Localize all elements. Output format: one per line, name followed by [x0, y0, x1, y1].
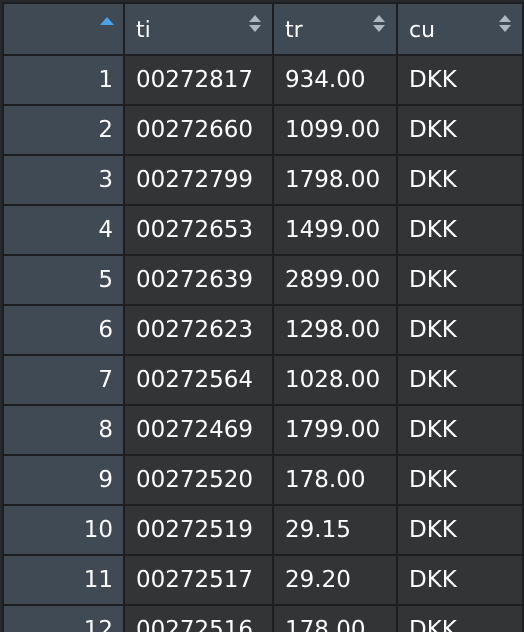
row-index-cell[interactable]: 3: [2, 154, 125, 206]
sort-updown-icon[interactable]: [373, 15, 385, 33]
ti-cell[interactable]: 00272660: [123, 104, 274, 156]
table-row[interactable]: 5 00272639 2899.00 DKK: [2, 254, 524, 306]
cu-cell[interactable]: DKK: [396, 254, 524, 306]
ti-cell[interactable]: 00272469: [123, 404, 274, 456]
tr-cell[interactable]: 1028.00: [272, 354, 398, 406]
tr-cell[interactable]: 2899.00: [272, 254, 398, 306]
column-header-ti[interactable]: ti: [123, 2, 274, 56]
row-index-cell[interactable]: 7: [2, 354, 125, 406]
column-header-label: ti: [136, 18, 151, 43]
column-header-tr[interactable]: tr: [272, 2, 398, 56]
row-index-cell[interactable]: 11: [2, 554, 125, 606]
table-row[interactable]: 10 00272519 29.15 DKK: [2, 504, 524, 556]
table-row[interactable]: 4 00272653 1499.00 DKK: [2, 204, 524, 256]
table-body: 1 00272817 934.00 DKK 2 00272660 1099.00 DKK 3 00…: [2, 54, 524, 632]
ti-cell[interactable]: 00272564: [123, 354, 274, 406]
cu-cell[interactable]: DKK: [396, 454, 524, 506]
tr-cell[interactable]: 1099.00: [272, 104, 398, 156]
ti-cell[interactable]: 00272517: [123, 554, 274, 606]
row-index-cell[interactable]: 8: [2, 404, 125, 456]
ti-cell[interactable]: 00272623: [123, 304, 274, 356]
row-index-cell[interactable]: 10: [2, 504, 125, 556]
tr-cell[interactable]: 29.20: [272, 554, 398, 606]
column-header-label: cu: [409, 18, 436, 43]
cu-cell[interactable]: DKK: [396, 154, 524, 206]
ti-cell[interactable]: 00272520: [123, 454, 274, 506]
row-index-cell[interactable]: 5: [2, 254, 125, 306]
table-row[interactable]: 2 00272660 1099.00 DKK: [2, 104, 524, 156]
row-index-cell[interactable]: 9: [2, 454, 125, 506]
sort-updown-icon[interactable]: [499, 15, 511, 33]
row-index-cell[interactable]: 1: [2, 54, 125, 106]
table-row[interactable]: 7 00272564 1028.00 DKK: [2, 354, 524, 406]
column-header-cu[interactable]: cu: [396, 2, 524, 56]
cu-cell[interactable]: DKK: [396, 404, 524, 456]
table-row[interactable]: 9 00272520 178.00 DKK: [2, 454, 524, 506]
table-row[interactable]: 3 00272799 1798.00 DKK: [2, 154, 524, 206]
tr-cell[interactable]: 1499.00: [272, 204, 398, 256]
cu-cell[interactable]: DKK: [396, 104, 524, 156]
ti-cell[interactable]: 00272639: [123, 254, 274, 306]
ti-cell[interactable]: 00272817: [123, 54, 274, 106]
ti-cell[interactable]: 00272519: [123, 504, 274, 556]
cu-cell[interactable]: DKK: [396, 304, 524, 356]
tr-cell[interactable]: 178.00: [272, 604, 398, 632]
cu-cell[interactable]: DKK: [396, 354, 524, 406]
ti-cell[interactable]: 00272653: [123, 204, 274, 256]
ti-cell[interactable]: 00272799: [123, 154, 274, 206]
header-row: ti tr cu: [2, 2, 524, 56]
sort-updown-icon[interactable]: [249, 15, 261, 33]
cu-cell[interactable]: DKK: [396, 554, 524, 606]
tr-cell[interactable]: 934.00: [272, 54, 398, 106]
tr-cell[interactable]: 1799.00: [272, 404, 398, 456]
tr-cell[interactable]: 1298.00: [272, 304, 398, 356]
tr-cell[interactable]: 29.15: [272, 504, 398, 556]
table-row[interactable]: 11 00272517 29.20 DKK: [2, 554, 524, 606]
table-row[interactable]: 8 00272469 1799.00 DKK: [2, 404, 524, 456]
row-index-cell[interactable]: 2: [2, 104, 125, 156]
sort-ascending-icon[interactable]: [100, 17, 114, 25]
cu-cell[interactable]: DKK: [396, 204, 524, 256]
table-row[interactable]: 1 00272817 934.00 DKK: [2, 54, 524, 106]
table-row[interactable]: 12 00272516 178.00 DKK: [2, 604, 524, 632]
row-index-cell[interactable]: 6: [2, 304, 125, 356]
cu-cell[interactable]: DKK: [396, 504, 524, 556]
cu-cell[interactable]: DKK: [396, 54, 524, 106]
table-row[interactable]: 6 00272623 1298.00 DKK: [2, 304, 524, 356]
column-header-label: tr: [285, 18, 303, 43]
cu-cell[interactable]: DKK: [396, 604, 524, 632]
table-header: ti tr cu: [2, 2, 524, 56]
column-header-index[interactable]: [2, 2, 125, 56]
ti-cell[interactable]: 00272516: [123, 604, 274, 632]
tr-cell[interactable]: 178.00: [272, 454, 398, 506]
row-index-cell[interactable]: 4: [2, 204, 125, 256]
tr-cell[interactable]: 1798.00: [272, 154, 398, 206]
row-index-cell[interactable]: 12: [2, 604, 125, 632]
